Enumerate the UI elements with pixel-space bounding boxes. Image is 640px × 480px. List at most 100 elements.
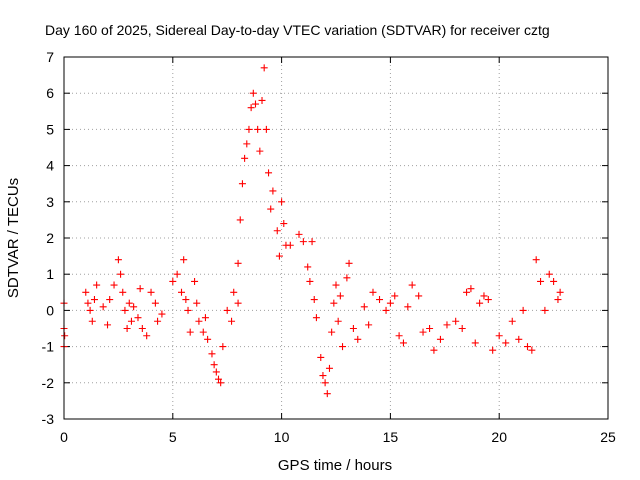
y-tick-label: 5 bbox=[46, 121, 54, 137]
data-point bbox=[495, 332, 503, 340]
data-point bbox=[275, 252, 283, 260]
data-point bbox=[312, 314, 320, 322]
x-tick-label: 0 bbox=[60, 429, 68, 445]
x-tick-label: 25 bbox=[600, 429, 616, 445]
data-point bbox=[82, 288, 90, 296]
data-point bbox=[130, 303, 138, 311]
data-point bbox=[249, 89, 257, 97]
data-point bbox=[330, 299, 338, 307]
data-point bbox=[528, 346, 536, 354]
data-point bbox=[354, 335, 362, 343]
data-point bbox=[267, 205, 275, 213]
data-point bbox=[234, 259, 242, 267]
data-point bbox=[502, 339, 510, 347]
y-tick-label: 3 bbox=[46, 194, 54, 210]
data-point bbox=[182, 296, 190, 304]
data-point bbox=[286, 241, 294, 249]
plot-frame bbox=[63, 56, 609, 420]
data-point bbox=[119, 288, 127, 296]
data-point bbox=[186, 328, 194, 336]
data-point bbox=[280, 220, 288, 228]
data-point bbox=[545, 270, 553, 278]
x-tick-label: 5 bbox=[169, 429, 177, 445]
data-point bbox=[123, 325, 131, 332]
data-point bbox=[245, 125, 253, 133]
data-point bbox=[114, 256, 122, 264]
data-point bbox=[328, 328, 336, 336]
data-point bbox=[391, 292, 399, 300]
data-point bbox=[532, 256, 540, 264]
data-point bbox=[523, 343, 531, 351]
data-point bbox=[184, 306, 192, 314]
data-point bbox=[193, 299, 201, 307]
data-point bbox=[471, 339, 479, 347]
data-point bbox=[84, 299, 92, 307]
data-point bbox=[308, 238, 316, 246]
data-point bbox=[201, 314, 209, 322]
data-point bbox=[214, 375, 222, 383]
data-point bbox=[336, 292, 344, 300]
data-point bbox=[154, 317, 162, 325]
data-point bbox=[88, 317, 96, 325]
data-point bbox=[117, 270, 125, 278]
data-point bbox=[127, 317, 135, 325]
data-point bbox=[399, 339, 407, 347]
data-point bbox=[550, 277, 558, 285]
data-point bbox=[86, 306, 94, 314]
data-point bbox=[173, 270, 181, 278]
data-point bbox=[360, 303, 368, 311]
data-point bbox=[234, 299, 242, 307]
data-point bbox=[554, 296, 562, 304]
data-point bbox=[426, 325, 434, 332]
data-point bbox=[295, 230, 303, 238]
data-point bbox=[415, 292, 423, 300]
data-point bbox=[134, 314, 142, 322]
data-point bbox=[476, 299, 484, 307]
data-point bbox=[319, 372, 327, 380]
data-point bbox=[212, 368, 220, 376]
y-axis-title: SDTVAR / TECUs bbox=[5, 178, 22, 298]
data-point bbox=[345, 259, 353, 267]
data-point bbox=[138, 325, 146, 332]
data-point bbox=[169, 277, 177, 285]
data-point bbox=[208, 350, 216, 358]
data-point bbox=[306, 277, 314, 285]
data-point bbox=[273, 227, 281, 235]
data-point bbox=[191, 277, 199, 285]
data-point bbox=[228, 317, 236, 325]
data-point bbox=[158, 310, 166, 318]
data-point bbox=[247, 104, 255, 112]
data-point bbox=[484, 296, 492, 304]
data-point bbox=[408, 281, 416, 289]
data-point bbox=[323, 390, 331, 398]
data-point bbox=[110, 281, 118, 289]
data-point bbox=[430, 346, 438, 354]
y-tick-label: 2 bbox=[46, 230, 54, 246]
x-tick-label: 20 bbox=[491, 429, 507, 445]
data-point bbox=[541, 306, 549, 314]
data-point bbox=[256, 147, 264, 155]
x-tick-label: 15 bbox=[383, 429, 399, 445]
data-point bbox=[349, 325, 357, 332]
data-point bbox=[365, 321, 373, 329]
data-point bbox=[238, 180, 246, 188]
data-point bbox=[463, 288, 471, 296]
data-point bbox=[243, 140, 251, 148]
data-point bbox=[265, 169, 273, 177]
data-point bbox=[382, 306, 390, 314]
data-point bbox=[251, 100, 259, 108]
data-point bbox=[325, 364, 333, 372]
data-point bbox=[310, 296, 318, 304]
data-point bbox=[317, 353, 325, 361]
data-point bbox=[199, 328, 207, 336]
data-point bbox=[151, 299, 159, 307]
data-point bbox=[178, 288, 186, 296]
data-point bbox=[404, 303, 412, 311]
data-point bbox=[386, 299, 394, 307]
data-point bbox=[90, 296, 98, 304]
data-point bbox=[99, 303, 107, 311]
data-point bbox=[332, 281, 340, 289]
y-tick-label: -3 bbox=[42, 411, 55, 427]
data-point bbox=[125, 299, 133, 307]
data-point bbox=[519, 306, 527, 314]
